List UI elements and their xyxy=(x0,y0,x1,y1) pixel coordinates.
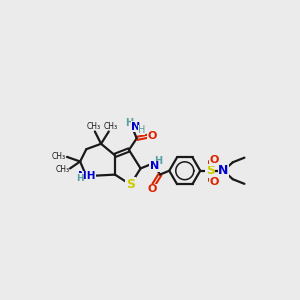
Text: CH₃: CH₃ xyxy=(55,165,69,174)
Text: O: O xyxy=(209,155,219,165)
Text: S: S xyxy=(126,178,135,191)
Text: CH₃: CH₃ xyxy=(103,122,117,131)
Text: O: O xyxy=(209,176,219,187)
Text: H: H xyxy=(138,125,145,135)
Text: H: H xyxy=(76,174,84,183)
Text: N: N xyxy=(131,122,141,132)
Text: N: N xyxy=(150,161,159,171)
Text: N: N xyxy=(218,164,229,177)
Text: S: S xyxy=(206,164,215,177)
Text: CH₃: CH₃ xyxy=(52,152,66,161)
Text: O: O xyxy=(148,131,157,141)
Text: H: H xyxy=(125,118,133,128)
Text: NH: NH xyxy=(78,171,95,181)
Text: H: H xyxy=(154,156,163,166)
Text: CH₃: CH₃ xyxy=(86,122,100,131)
Text: O: O xyxy=(148,184,157,194)
